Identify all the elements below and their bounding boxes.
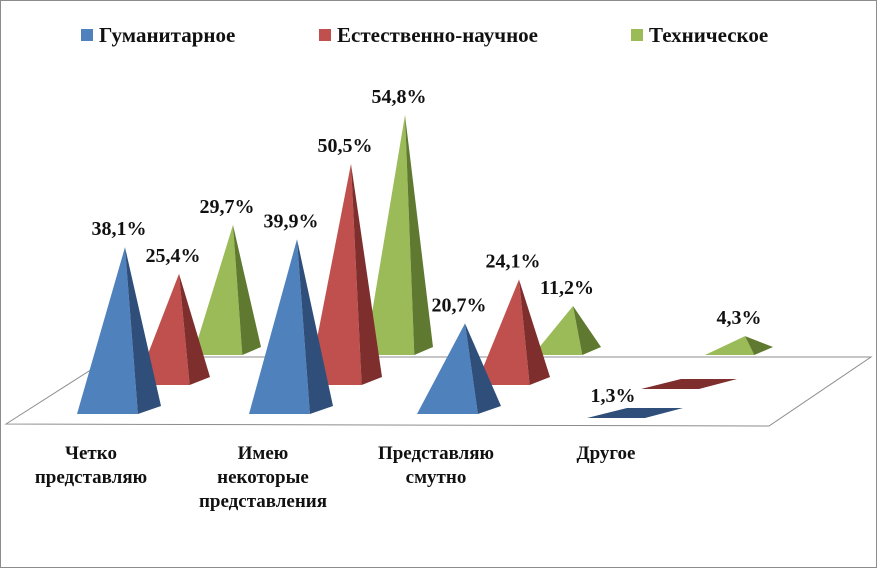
pyramid-front-face [77, 247, 138, 414]
value-label-3-3: 11,2% [540, 277, 594, 299]
legend-swatch-2 [319, 29, 331, 41]
pyramid-1-2 [249, 239, 333, 414]
pyramid-side-face [405, 115, 433, 355]
pyramid-3-3 [533, 305, 601, 355]
pyramid-2-4 [641, 379, 737, 389]
pyramid-front-face [193, 224, 243, 355]
value-label-1-2: 39,9% [264, 210, 319, 232]
pyramid-side-face [465, 323, 501, 414]
legend-label-1: Гуманитарное [99, 23, 235, 47]
pyramid-side-face [179, 273, 210, 385]
value-label-2-3: 24,1% [486, 250, 541, 272]
category-label-4: Другое [577, 443, 636, 464]
pyramid-front-face [533, 305, 583, 355]
pyramid-side-face [745, 336, 773, 355]
pyramid-side-face [573, 305, 601, 355]
value-label-1-4: 1,3% [591, 385, 636, 407]
pyramid-front-face [308, 163, 362, 385]
pyramid-front-face [249, 239, 310, 414]
category-label-3: Представляю смутно [378, 443, 494, 488]
value-label-3-4: 4,3% [717, 307, 762, 329]
value-label-1-3: 20,7% [432, 294, 487, 316]
pyramid-3-1 [193, 224, 261, 355]
category-label-2: Имею некоторые представления [199, 443, 327, 512]
pyramid-3-2 [365, 115, 433, 355]
category-label-1: Четко представляю [35, 443, 147, 488]
value-label-2-2: 50,5% [318, 135, 373, 157]
pyramid-front-face [476, 279, 530, 385]
pyramid-1-1 [77, 247, 161, 414]
pyramid-front-face [417, 323, 478, 414]
legend-label-2: Естественно-научное [337, 23, 538, 47]
pyramid-3-4 [705, 336, 773, 355]
pyramid-side-face [125, 247, 161, 414]
value-label-3-2: 54,8% [372, 86, 427, 108]
legend-swatch-3 [631, 29, 643, 41]
pyramid-2-2 [308, 163, 382, 385]
pyramid-side-face [297, 239, 333, 414]
pyramid-1-4 [587, 408, 683, 418]
pyramid-front-face [705, 336, 755, 355]
value-label-2-1: 25,4% [146, 245, 201, 267]
pyramid-1-3 [417, 323, 501, 414]
value-label-3-1: 29,7% [200, 196, 255, 218]
legend-swatch-1 [81, 29, 93, 41]
pyramid-side-face [519, 279, 550, 385]
pyramid-side-face [351, 163, 382, 385]
pyramid-side-face [233, 224, 261, 355]
value-label-1-1: 38,1% [92, 218, 147, 240]
pyramid-2-3 [476, 279, 550, 385]
legend-label-3: Техническое [649, 23, 768, 47]
pyramid-front-face [365, 115, 415, 355]
